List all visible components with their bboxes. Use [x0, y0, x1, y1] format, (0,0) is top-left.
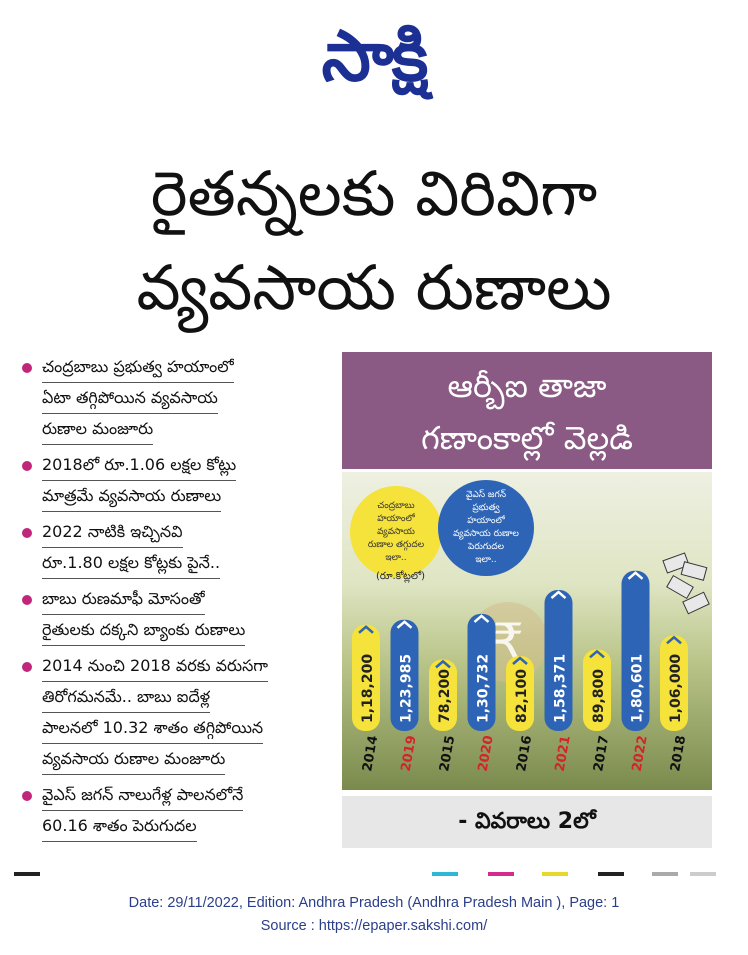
bullet-line: 2022 నాటికి ఇచ్చినవి	[42, 517, 183, 548]
masthead-logo: సాక్షి	[321, 15, 429, 97]
bar-group: 89,800 2017	[583, 649, 612, 773]
headline-line-2: వ్యవసాయ రుణాలు	[136, 251, 612, 324]
bar	[390, 619, 419, 731]
bubble-text: రుణాల తగ్గుదల	[367, 539, 425, 550]
bar-group: 1,23,985 2019	[390, 619, 420, 773]
bullet-item: చంద్రబాబు ప్రభుత్వ హయాంలో ఏటా తగ్గిపోయిన …	[20, 352, 330, 445]
bullet-line: ఏటా తగ్గిపోయిన వ్యవసాయ	[42, 383, 218, 414]
bar-value-label: 89,800	[591, 669, 607, 723]
bar-group: 1,06,000 2018	[660, 635, 689, 773]
bar-group: 1,80,601 2022	[621, 570, 651, 773]
bullet-line: 60.16 శాతం పెరుగుదల	[42, 811, 197, 842]
chevron-up-icon	[589, 649, 605, 659]
bullet-line: చంద్రబాబు ప్రభుత్వ హయాంలో	[42, 352, 234, 383]
bullet-line: 2014 నుంచి 2018 వరకు వరుసగా	[42, 651, 269, 682]
chevron-up-icon	[396, 620, 413, 629]
bar	[544, 590, 573, 731]
bubble-text: పెరుగుదల	[468, 542, 504, 552]
bullet-line: వైఎస్ జగన్ నాలుగేళ్ల పాలనలోనే	[42, 780, 244, 811]
bullet-dot-icon	[22, 461, 32, 471]
bubble-text: వ్యవసాయ రుణాల	[453, 529, 519, 539]
bar-year-label: 2016	[514, 734, 535, 772]
headline-line-1: రైతన్నలకు విరివిగా	[150, 157, 598, 230]
blue-bubble: వైఎస్ జగన్ ప్రభుత్వ హయాంలో వ్యవసాయ రుణాల పెర…	[438, 480, 534, 576]
bar	[660, 635, 688, 731]
footer-source-line: Source : https://epaper.sakshi.com/	[260, 918, 488, 934]
info-box: ఆర్బీఐ తాజా గణాంకాల్లో వెల్లడి	[342, 352, 712, 469]
bullet-dot-icon	[22, 528, 32, 538]
bullet-line: పాలనలో 10.32 శాతం తగ్గిపోయిన	[42, 713, 264, 744]
bar	[352, 624, 380, 731]
info-box-line-1: ఆర్బీఐ తాజా	[447, 367, 607, 405]
bar-value-label: 1,80,601	[630, 654, 646, 723]
bullet-dot-icon	[22, 791, 32, 801]
bar-value-label: 78,200	[437, 669, 453, 723]
bar-group: 82,100 2016	[506, 655, 535, 773]
bullet-line: బాబు రుణమాఫీ మోసంతో	[42, 584, 205, 615]
loan-bar-chart: ₹ చంద్రబాబు హయాంలో వ్యవసాయ రుణాల తగ్గుదల ఇలా…	[342, 472, 712, 790]
bar-year-label: 2017	[591, 734, 612, 772]
bullet-list: చంద్రబాబు ప్రభుత్వ హయాంలో ఏటా తగ్గిపోయిన …	[20, 352, 330, 847]
bubble-text: ప్రభుత్వ	[472, 503, 500, 513]
bar-value-label: 82,100	[514, 669, 530, 723]
bubble-text: హయాంలో	[377, 513, 415, 524]
bar	[506, 655, 534, 731]
bar-value-label: 1,30,732	[476, 654, 492, 723]
bullet-item: 2022 నాటికి ఇచ్చినవి రూ.1.80 లక్షల కోట్లక…	[20, 517, 330, 579]
bars-svg: 1,18,200 2014 1,23,985 2019 78,200 2015 1,30,7…	[352, 570, 689, 773]
bullet-line: తిరోగమనమే.. బాబు ఐదేళ్ల	[42, 682, 211, 713]
bar-year-label: 2015	[437, 734, 458, 772]
bullet-dot-icon	[22, 595, 32, 605]
bar	[429, 659, 457, 731]
bar-year-label: 2019	[399, 734, 420, 772]
details-ref: - వివరాలు 2లో	[342, 796, 712, 848]
bar-year-label: 2022	[630, 734, 651, 772]
bubble-text: వ్యవసాయ	[377, 526, 415, 537]
bar-group: 1,18,200 2014	[352, 624, 381, 773]
bullet-line: రైతులకు దక్కని బ్యాంకు రుణాలు	[42, 615, 246, 646]
bullet-line: రూ.1.80 లక్షల కోట్లకు పైనే..	[42, 548, 221, 579]
bubble-text: ఇలా..	[475, 555, 497, 565]
chevron-up-icon	[358, 625, 374, 634]
bullet-item: వైఎస్ జగన్ నాలుగేళ్ల పాలనలోనే 60.16 శాతం …	[20, 780, 330, 842]
unit-label: (రూ.కోట్లలో)	[376, 571, 426, 582]
bullet-line: మాత్రమే వ్యవసాయ రుణాలు	[42, 481, 222, 512]
bar-value-label: 1,06,000	[668, 654, 684, 723]
bar-year-label: 2021	[553, 734, 574, 772]
bar	[467, 613, 496, 731]
footer-date-line: Date: 29/11/2022, Edition: Andhra Prades…	[128, 895, 620, 911]
bar-group: 1,30,732 2020	[467, 613, 497, 773]
chevron-up-icon	[627, 571, 644, 580]
bar-value-label: 1,18,200	[360, 654, 376, 723]
bar-group: 1,58,371 2021	[544, 590, 574, 773]
bubble-text: ఇలా..	[385, 552, 407, 563]
bar-value-label: 1,58,371	[553, 654, 569, 723]
chevron-up-icon	[473, 614, 490, 623]
bullet-dot-icon	[22, 363, 32, 373]
info-box-line-2: గణాంకాల్లో వెల్లడి	[421, 419, 633, 457]
bubble-text: చంద్రబాబు	[377, 500, 415, 511]
bubble-text: హయాంలో	[467, 516, 505, 526]
yellow-bubble: చంద్రబాబు హయాంలో వ్యవసాయ రుణాల తగ్గుదల ఇలా..	[350, 486, 442, 578]
bullet-item: బాబు రుణమాఫీ మోసంతో రైతులకు దక్కని బ్యాంక…	[20, 584, 330, 646]
chevron-up-icon	[435, 659, 451, 669]
bar	[621, 570, 650, 731]
bullet-line: రుణాల మంజూరు	[42, 414, 154, 445]
bubble-text: వైఎస్ జగన్	[465, 490, 507, 500]
bullet-dot-icon	[22, 662, 32, 672]
chevron-up-icon	[512, 656, 528, 665]
bar-value-label: 1,23,985	[399, 654, 415, 723]
chevron-up-icon	[550, 590, 567, 599]
bar	[583, 649, 611, 731]
bullet-line: వ్యవసాయ రుణాల మంజూరు	[42, 744, 226, 775]
bar-group: 78,200 2015	[429, 659, 458, 773]
bar-year-label: 2018	[668, 734, 689, 772]
bullet-item: 2018లో రూ.1.06 లక్షల కోట్లు మాత్రమే వ్యవస…	[20, 450, 330, 512]
bar-year-label: 2014	[360, 734, 381, 772]
bullet-item: 2014 నుంచి 2018 వరకు వరుసగా తిరోగమనమే.. బ…	[20, 651, 330, 775]
chevron-up-icon	[666, 635, 682, 645]
bullet-line: 2018లో రూ.1.06 లక్షల కోట్లు	[42, 450, 237, 481]
bar-year-label: 2020	[476, 734, 497, 772]
